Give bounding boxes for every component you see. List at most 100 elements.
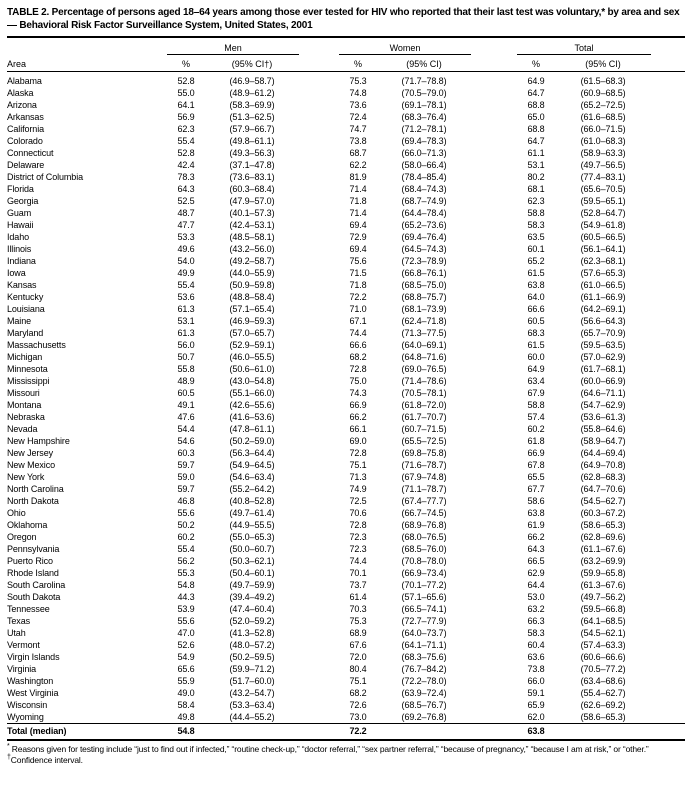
table-row: Virginia 65.6 (59.9–71.2) 80.4 (76.7–84.2) 73… [7, 663, 685, 675]
men-pct-cell: 55.6 [177, 616, 195, 626]
total-ci-cell: (61.5–68.3) [580, 76, 626, 86]
women-pct-cell: 69.4 [349, 220, 367, 230]
men-ci-cell: (49.3–56.3) [229, 148, 275, 158]
area-cell: Georgia [7, 196, 39, 206]
women-ci-cell: (57.1–65.6) [401, 592, 447, 602]
women-pct-cell: 66.9 [349, 400, 367, 410]
women-pct-cell: 74.8 [349, 88, 367, 98]
women-ci-cell: (69.0–76.5) [401, 364, 447, 374]
total-pct-cell: 58.3 [527, 628, 545, 638]
total-pct-cell: 73.8 [527, 664, 545, 674]
men-pct-cell: 56.0 [177, 340, 195, 350]
women-pct-cell: 74.3 [349, 388, 367, 398]
women-pct-cell: 68.9 [349, 628, 367, 638]
total-ci-cell: (55.4–62.7) [580, 688, 626, 698]
women-pct-cell: 75.1 [349, 676, 367, 686]
table-title: TABLE 2. Percentage of persons aged 18–6… [7, 7, 680, 31]
women-pct-cell: 71.8 [349, 196, 367, 206]
women-ci-cell: (66.5–74.1) [401, 604, 447, 614]
men-ci-cell: (40.8–52.8) [229, 496, 275, 506]
total-ci-cell: (59.5–63.5) [580, 340, 626, 350]
area-cell: Nevada [7, 424, 38, 434]
total-ci-cell: (54.9–61.8) [580, 220, 626, 230]
women-ci-cell: (76.7–84.2) [401, 664, 447, 674]
total-pct-cell: 60.0 [527, 352, 545, 362]
area-cell: Arizona [7, 100, 37, 110]
area-cell: Connecticut [7, 148, 54, 158]
men-ci-cell: (57.0–65.7) [229, 328, 275, 338]
women-pct-cell: 66.6 [349, 340, 367, 350]
area-cell: Vermont [7, 640, 40, 650]
men-pct-cell: 47.0 [177, 628, 195, 638]
women-pct-cell: 71.4 [349, 184, 367, 194]
area-cell: Colorado [7, 136, 43, 146]
total-women-pct: 72.2 [339, 723, 378, 741]
area-cell: Pennsylvania [7, 544, 60, 554]
women-ci-cell: (63.9–72.4) [401, 688, 447, 698]
area-cell: Mississippi [7, 376, 50, 386]
total-pct-cell: 68.8 [527, 100, 545, 110]
women-ci-cell: (71.6–78.7) [401, 460, 447, 470]
men-ci-cell: (50.2–59.5) [229, 652, 275, 662]
total-pct-cell: 63.8 [527, 280, 545, 290]
area-cell: New Mexico [7, 460, 56, 470]
table-row: Tennessee 53.9 (47.4–60.4) 70.3 (66.5–74.1) 6… [7, 603, 685, 615]
men-pct-cell: 58.4 [177, 700, 195, 710]
women-ci-cell: (64.8–71.6) [401, 352, 447, 362]
total-pct-cell: 57.4 [527, 412, 545, 422]
men-pct-cell: 59.7 [177, 460, 195, 470]
men-pct-cell: 64.1 [177, 100, 195, 110]
area-cell: Kentucky [7, 292, 44, 302]
area-cell: South Dakota [7, 592, 61, 602]
men-pct-cell: 52.6 [177, 640, 195, 650]
men-pct-cell: 55.4 [177, 136, 195, 146]
men-ci-cell: (47.4–60.4) [229, 604, 275, 614]
table-row: Virgin Islands 54.9 (50.2–59.5) 72.0 (68.3–7… [7, 651, 685, 663]
table-body: Alabama 52.8 (46.9–58.7) 75.3 (71.7–78.8) 64.… [7, 72, 685, 724]
total-ci-cell: (60.6–66.6) [580, 652, 626, 662]
men-ci-cell: (59.9–71.2) [229, 664, 275, 674]
women-ci-cell: (66.0–71.3) [401, 148, 447, 158]
table-row: Florida 64.3 (60.3–68.4) 71.4 (68.4–74.3) 68.… [7, 183, 685, 195]
men-ci-cell: (57.1–65.4) [229, 304, 275, 314]
column-group-row: Men Women Total [7, 37, 685, 55]
women-pct-cell: 66.1 [349, 424, 367, 434]
women-ci-cell: (72.2–78.0) [401, 676, 447, 686]
men-pct-cell: 48.7 [177, 208, 195, 218]
women-pct-cell: 74.9 [349, 484, 367, 494]
women-pct-cell: 80.4 [349, 664, 367, 674]
men-group-header: Men [167, 37, 300, 55]
total-ci-cell: (49.7–56.2) [580, 592, 626, 602]
total-ci-cell: (58.6–65.3) [580, 712, 626, 722]
total-pct-cell: 68.3 [527, 328, 545, 338]
table-row: New York 59.0 (54.6–63.4) 71.3 (67.9–74.8) 65… [7, 471, 685, 483]
men-pct-cell: 65.6 [177, 664, 195, 674]
total-pct-cell: 60.5 [527, 316, 545, 326]
total-pct-cell: 63.6 [527, 652, 545, 662]
area-cell: Missouri [7, 388, 40, 398]
men-ci-cell: (73.6–83.1) [229, 172, 275, 182]
women-pct-cell: 73.6 [349, 100, 367, 110]
area-cell: Wyoming [7, 712, 44, 722]
total-ci-cell: (54.7–62.9) [580, 400, 626, 410]
men-ci-cell: (49.7–59.9) [229, 580, 275, 590]
total-pct-cell: 68.1 [527, 184, 545, 194]
women-ci-header: (95% CI) [377, 54, 472, 72]
table-row: Nebraska 47.6 (41.6–53.6) 66.2 (61.7–70.7) 57… [7, 411, 685, 423]
column-header-row: Area % (95% CI†) % (95% CI) % (95% CI) [7, 54, 686, 72]
women-ci-cell: (69.4–78.3) [401, 136, 447, 146]
men-pct-cell: 59.0 [177, 472, 195, 482]
table-row: Vermont 52.6 (48.0–57.2) 67.6 (64.1–71.1) 60.… [7, 639, 685, 651]
men-ci-cell: (47.9–57.0) [229, 196, 275, 206]
women-pct-cell: 72.3 [349, 544, 367, 554]
men-ci-cell: (54.6–63.4) [229, 472, 275, 482]
total-ci-cell: (66.0–71.5) [580, 124, 626, 134]
total-pct-cell: 67.7 [527, 484, 545, 494]
men-pct-cell: 49.0 [177, 688, 195, 698]
men-ci-cell: (42.4–53.1) [229, 220, 275, 230]
women-ci-cell: (69.1–78.1) [401, 100, 447, 110]
women-pct-cell: 71.5 [349, 268, 367, 278]
total-ci-cell: (77.4–83.1) [580, 172, 626, 182]
total-ci-header: (95% CI) [555, 54, 652, 72]
women-pct-cell: 75.6 [349, 256, 367, 266]
